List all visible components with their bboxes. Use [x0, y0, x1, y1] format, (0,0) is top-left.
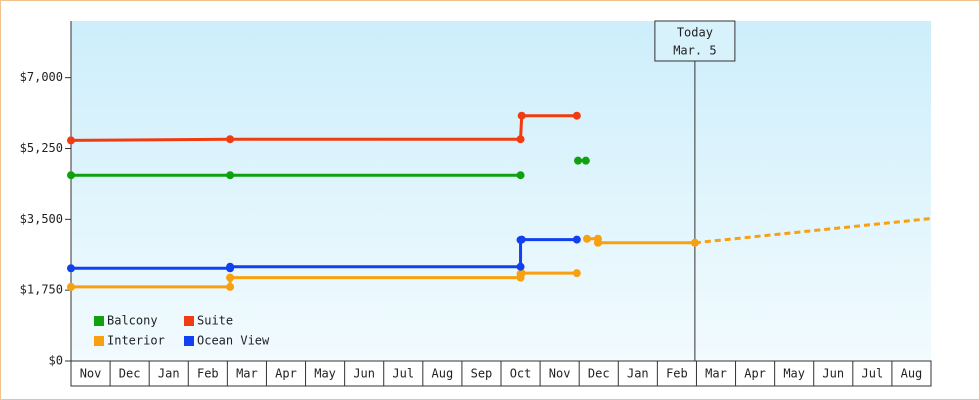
x-tick-label: Jan — [158, 367, 180, 381]
point — [517, 269, 526, 278]
legend-label: Balcony — [107, 314, 158, 328]
x-tick-label: Oct — [510, 367, 532, 381]
point — [572, 235, 581, 244]
y-tick-label: $5,250 — [20, 141, 63, 155]
point — [67, 282, 75, 291]
point — [581, 156, 590, 165]
point — [517, 111, 526, 120]
point — [690, 238, 699, 247]
today-label: Mar. 5 — [673, 44, 716, 58]
x-tick-label: Mar — [705, 367, 727, 381]
y-tick-label: $7,000 — [20, 70, 63, 84]
point — [574, 156, 583, 165]
x-tick-label: Aug — [432, 367, 454, 381]
point — [226, 262, 235, 271]
legend-swatch — [184, 336, 194, 346]
point — [593, 238, 602, 247]
legend-swatch — [94, 316, 104, 326]
x-tick-label: Jul — [862, 367, 884, 381]
point — [67, 264, 75, 273]
x-tick-label: Aug — [901, 367, 923, 381]
x-tick-label: Dec — [119, 367, 141, 381]
legend-label: Ocean View — [197, 334, 270, 348]
point — [572, 269, 581, 278]
x-tick-label: Jan — [627, 367, 649, 381]
x-tick-label: Feb — [666, 367, 688, 381]
x-tick-label: Mar — [236, 367, 258, 381]
x-tick-label: Feb — [197, 367, 219, 381]
legend-swatch — [94, 336, 104, 346]
point — [67, 136, 75, 145]
point — [226, 171, 235, 180]
y-tick-label: $3,500 — [20, 212, 63, 226]
point — [516, 135, 525, 144]
point — [516, 262, 525, 271]
x-tick-label: Sep — [471, 367, 493, 381]
x-tick-label: Jun — [822, 367, 844, 381]
plot-area — [71, 21, 931, 361]
today-label: Today — [677, 26, 713, 40]
legend-swatch — [184, 316, 194, 326]
x-tick-label: Nov — [80, 367, 102, 381]
x-tick-label: Apr — [275, 367, 297, 381]
x-tick-label: May — [314, 367, 336, 381]
point — [583, 234, 591, 243]
today-box — [654, 20, 736, 62]
legend-label: Interior — [107, 334, 165, 348]
point — [516, 171, 525, 180]
point — [517, 235, 526, 244]
x-tick-label: May — [783, 367, 805, 381]
legend-label: Suite — [197, 314, 233, 328]
point — [67, 171, 75, 180]
x-tick-label: Jul — [392, 367, 414, 381]
x-tick-label: Apr — [744, 367, 766, 381]
point — [226, 282, 235, 291]
x-tick-label: Nov — [549, 367, 571, 381]
x-tick-label: Dec — [588, 367, 610, 381]
y-tick-label: $0 — [49, 354, 63, 368]
point — [226, 135, 235, 144]
point — [572, 111, 581, 120]
point — [226, 273, 235, 282]
y-tick-label: $1,750 — [20, 283, 63, 297]
x-tick-label: Jun — [353, 367, 375, 381]
